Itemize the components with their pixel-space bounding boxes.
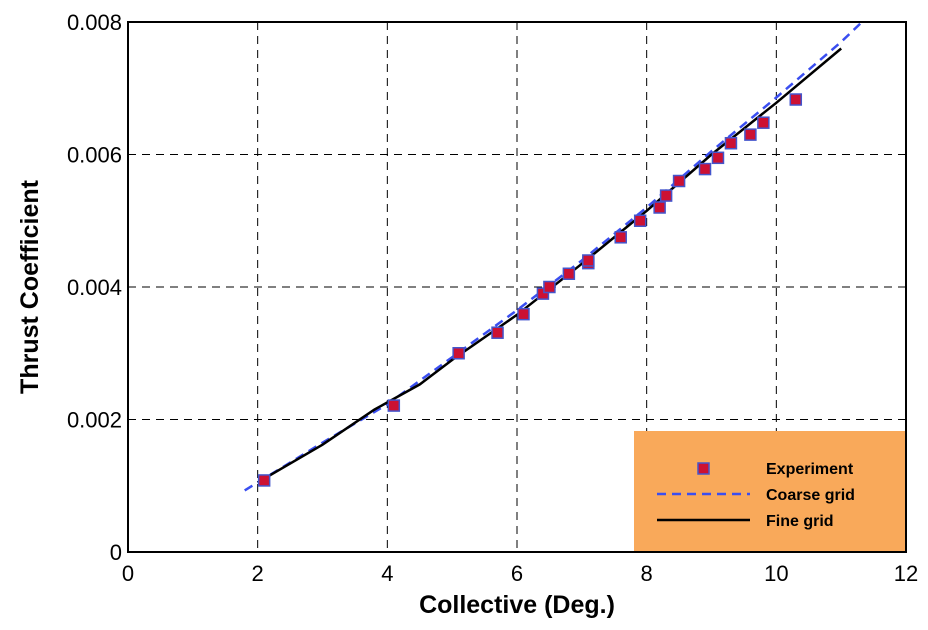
y-tick-label: 0.008 <box>67 10 122 35</box>
y-axis-title: Thrust Coefficient <box>16 179 44 394</box>
x-axis-title: Collective (Deg.) <box>419 591 615 619</box>
coarse-grid-line <box>244 22 862 492</box>
fine-grid-line <box>257 47 843 484</box>
x-tick-label: 4 <box>381 561 393 586</box>
experiment-point <box>744 128 757 141</box>
experiment-point <box>582 254 595 267</box>
experiment-point <box>452 347 465 360</box>
legend-label-fine-grid: Fine grid <box>766 513 834 530</box>
experiment-point <box>562 267 576 280</box>
legend-label-experiment: Experiment <box>766 461 854 478</box>
experiment-point <box>491 326 504 339</box>
experiment-point <box>672 174 686 188</box>
experiment-point <box>633 214 647 227</box>
experiment-point <box>517 307 530 321</box>
experiment-point <box>711 151 725 165</box>
experiment-point <box>387 399 401 412</box>
legend: Experiment Coarse grid Fine grid <box>634 431 906 552</box>
experiment-point <box>614 231 627 244</box>
experiment-point <box>659 189 673 202</box>
x-tick-label: 10 <box>764 561 788 586</box>
experiment-point <box>257 474 271 487</box>
experiment-point <box>536 287 550 300</box>
experiment-point <box>789 93 803 106</box>
x-tick-label: 8 <box>641 561 653 586</box>
plot-frame <box>127 21 907 553</box>
x-tick-label: 2 <box>252 561 264 586</box>
y-tick-label: 0.004 <box>67 275 122 300</box>
series <box>244 22 862 492</box>
ticks: 0 2 4 6 8 10 12 0 0.002 0.004 0.006 0.008 <box>67 10 918 586</box>
experiment-point <box>757 116 770 129</box>
legend-label-coarse-grid: Coarse grid <box>766 487 855 504</box>
experiment-point <box>543 280 556 294</box>
legend-background <box>634 431 906 552</box>
experiment-point <box>724 136 738 150</box>
y-tick-label: 0.002 <box>67 408 122 433</box>
y-tick-label: 0 <box>110 540 122 565</box>
experiment-point <box>653 201 666 214</box>
legend-marker-experiment <box>697 462 710 475</box>
experiment-point <box>698 162 712 176</box>
x-tick-label: 6 <box>511 561 523 586</box>
x-tick-label: 0 <box>122 561 134 586</box>
y-tick-label: 0.006 <box>67 143 122 168</box>
x-tick-label: 12 <box>894 561 918 586</box>
